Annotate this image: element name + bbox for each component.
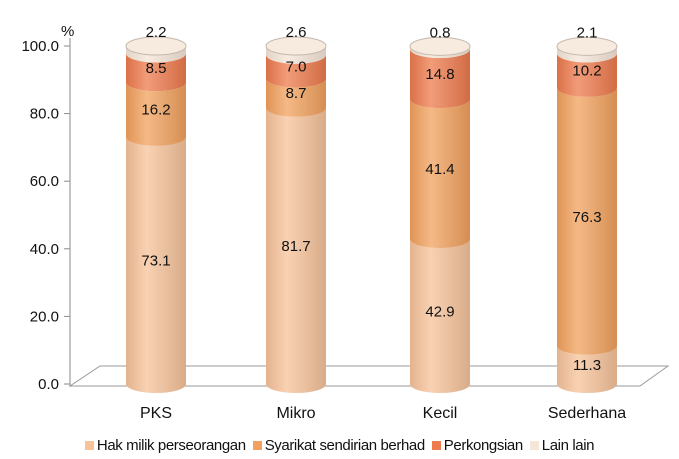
data-labels-group: 73.1 16.2 8.5 2.2 81.7 8.7 7.0 2.6 42.9 41.4 14.8 0…	[141, 24, 601, 374]
y-tick-label: 80.0	[30, 106, 59, 123]
bar-segment	[266, 46, 326, 64]
bar-segment	[557, 46, 617, 63]
legend-swatch	[84, 440, 94, 450]
bar-segment	[410, 99, 470, 248]
legend-label: Perkongsian	[443, 436, 523, 454]
data-label: 7.0	[286, 59, 307, 76]
cylinder-bar	[125, 36, 187, 393]
legend-item-perkongsian: Perkongsian	[431, 436, 523, 454]
legend-swatch	[252, 440, 262, 450]
x-tick-label: Kecil	[423, 405, 458, 422]
data-label: 8.7	[286, 85, 307, 102]
x-tick-label: Sederhana	[548, 405, 626, 422]
bar-segment	[126, 136, 186, 393]
data-label: 2.1	[577, 24, 598, 41]
data-label: 2.6	[286, 24, 307, 41]
data-label: 8.5	[146, 60, 167, 77]
bar-top-cap	[265, 36, 327, 56]
data-label: 10.2	[572, 63, 601, 80]
bar-segment	[126, 46, 186, 63]
data-label: 73.1	[141, 252, 170, 269]
legend-item-hak-milik: Hak milik perseorangan	[84, 436, 246, 454]
bar-segment	[557, 53, 617, 97]
x-axis: PKS Mikro Kecil Sederhana	[140, 405, 626, 422]
bar-segment	[266, 54, 326, 88]
bar-segment	[557, 87, 617, 355]
legend-label: Syarikat sendirian berhad	[264, 436, 426, 454]
data-label: 42.9	[425, 303, 454, 320]
data-label: 14.8	[425, 66, 454, 83]
bar-segment	[557, 345, 617, 393]
bar-segment	[266, 107, 326, 393]
bar-segment	[410, 238, 470, 393]
bar-segment	[266, 78, 326, 117]
legend-item-syarikat: Syarikat sendirian berhad	[252, 436, 426, 454]
data-label: 11.3	[573, 357, 601, 374]
bar-segment	[410, 49, 470, 109]
legend-label: Hak milik perseorangan	[96, 436, 246, 454]
data-label: 76.3	[572, 209, 601, 226]
x-tick-label: Mikro	[276, 405, 315, 422]
bar-top-cap	[409, 36, 471, 56]
legend-item-lain-lain: Lain lain	[529, 436, 595, 454]
data-label: 2.2	[146, 24, 167, 41]
bar-segment	[126, 53, 186, 92]
data-label: 0.8	[430, 24, 451, 41]
cylinder-bar	[265, 36, 327, 393]
data-label: 16.2	[141, 102, 170, 119]
y-tick-label: 60.0	[30, 173, 59, 190]
y-tick-label: 0.0	[38, 376, 59, 393]
y-tick-label: 100.0	[21, 38, 59, 55]
bar-segment	[410, 46, 470, 59]
y-tick-label: 20.0	[30, 308, 59, 325]
cylinder-bar	[556, 36, 618, 393]
bar-top-cap	[556, 36, 618, 56]
legend-swatch	[529, 440, 539, 450]
bar-top-cap	[125, 36, 187, 56]
cylinder-bar	[409, 36, 471, 393]
legend-swatch	[431, 440, 441, 450]
legend: Hak milik perseorangan Syarikat sendiria…	[0, 433, 679, 457]
data-label: 81.7	[281, 238, 310, 255]
y-tick-label: 40.0	[30, 241, 59, 258]
x-tick-label: PKS	[140, 405, 172, 422]
bars-group	[125, 36, 618, 393]
bar-segment	[126, 82, 186, 146]
legend-label: Lain lain	[541, 436, 595, 454]
data-label: 41.4	[425, 161, 454, 178]
y-unit-label: %	[61, 23, 74, 40]
y-axis: % 0.0 20.0 40.0 60.0 80.0 100.0	[21, 23, 74, 393]
